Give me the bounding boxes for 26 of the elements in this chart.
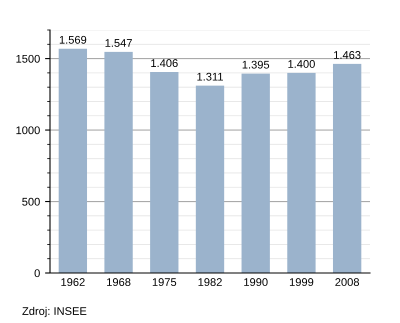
bar [104,52,133,273]
bar [242,74,270,273]
data-label: 1.463 [334,51,361,59]
x-tick-label: 1962 [61,278,85,286]
bar [58,48,88,273]
text: Zdroj: INSEE [22,306,86,318]
data-label: 1.311 [197,72,223,81]
bar [196,86,224,273]
data-label: 1.547 [106,39,132,47]
bar [287,72,316,273]
x-tick-label: 1990 [244,278,268,286]
data-label: 1.569 [60,36,86,44]
y-tick-label: 0 [34,269,40,278]
x-tick-label: 1982 [198,278,222,286]
x-tick-label: 1968 [107,278,130,286]
x-tick-label: 1975 [152,278,176,286]
bar [332,64,362,273]
y-tick-label: 500 [22,198,40,206]
bar [150,72,178,273]
data-label: 1.395 [242,60,270,69]
y-tick-label: 1500 [16,54,40,63]
data-label: 1.406 [151,59,178,68]
data-label: 1.400 [288,60,315,68]
y-tick-label: 1000 [16,126,40,134]
x-tick-label: 2008 [335,278,360,286]
x-tick-label: 1999 [290,278,314,286]
